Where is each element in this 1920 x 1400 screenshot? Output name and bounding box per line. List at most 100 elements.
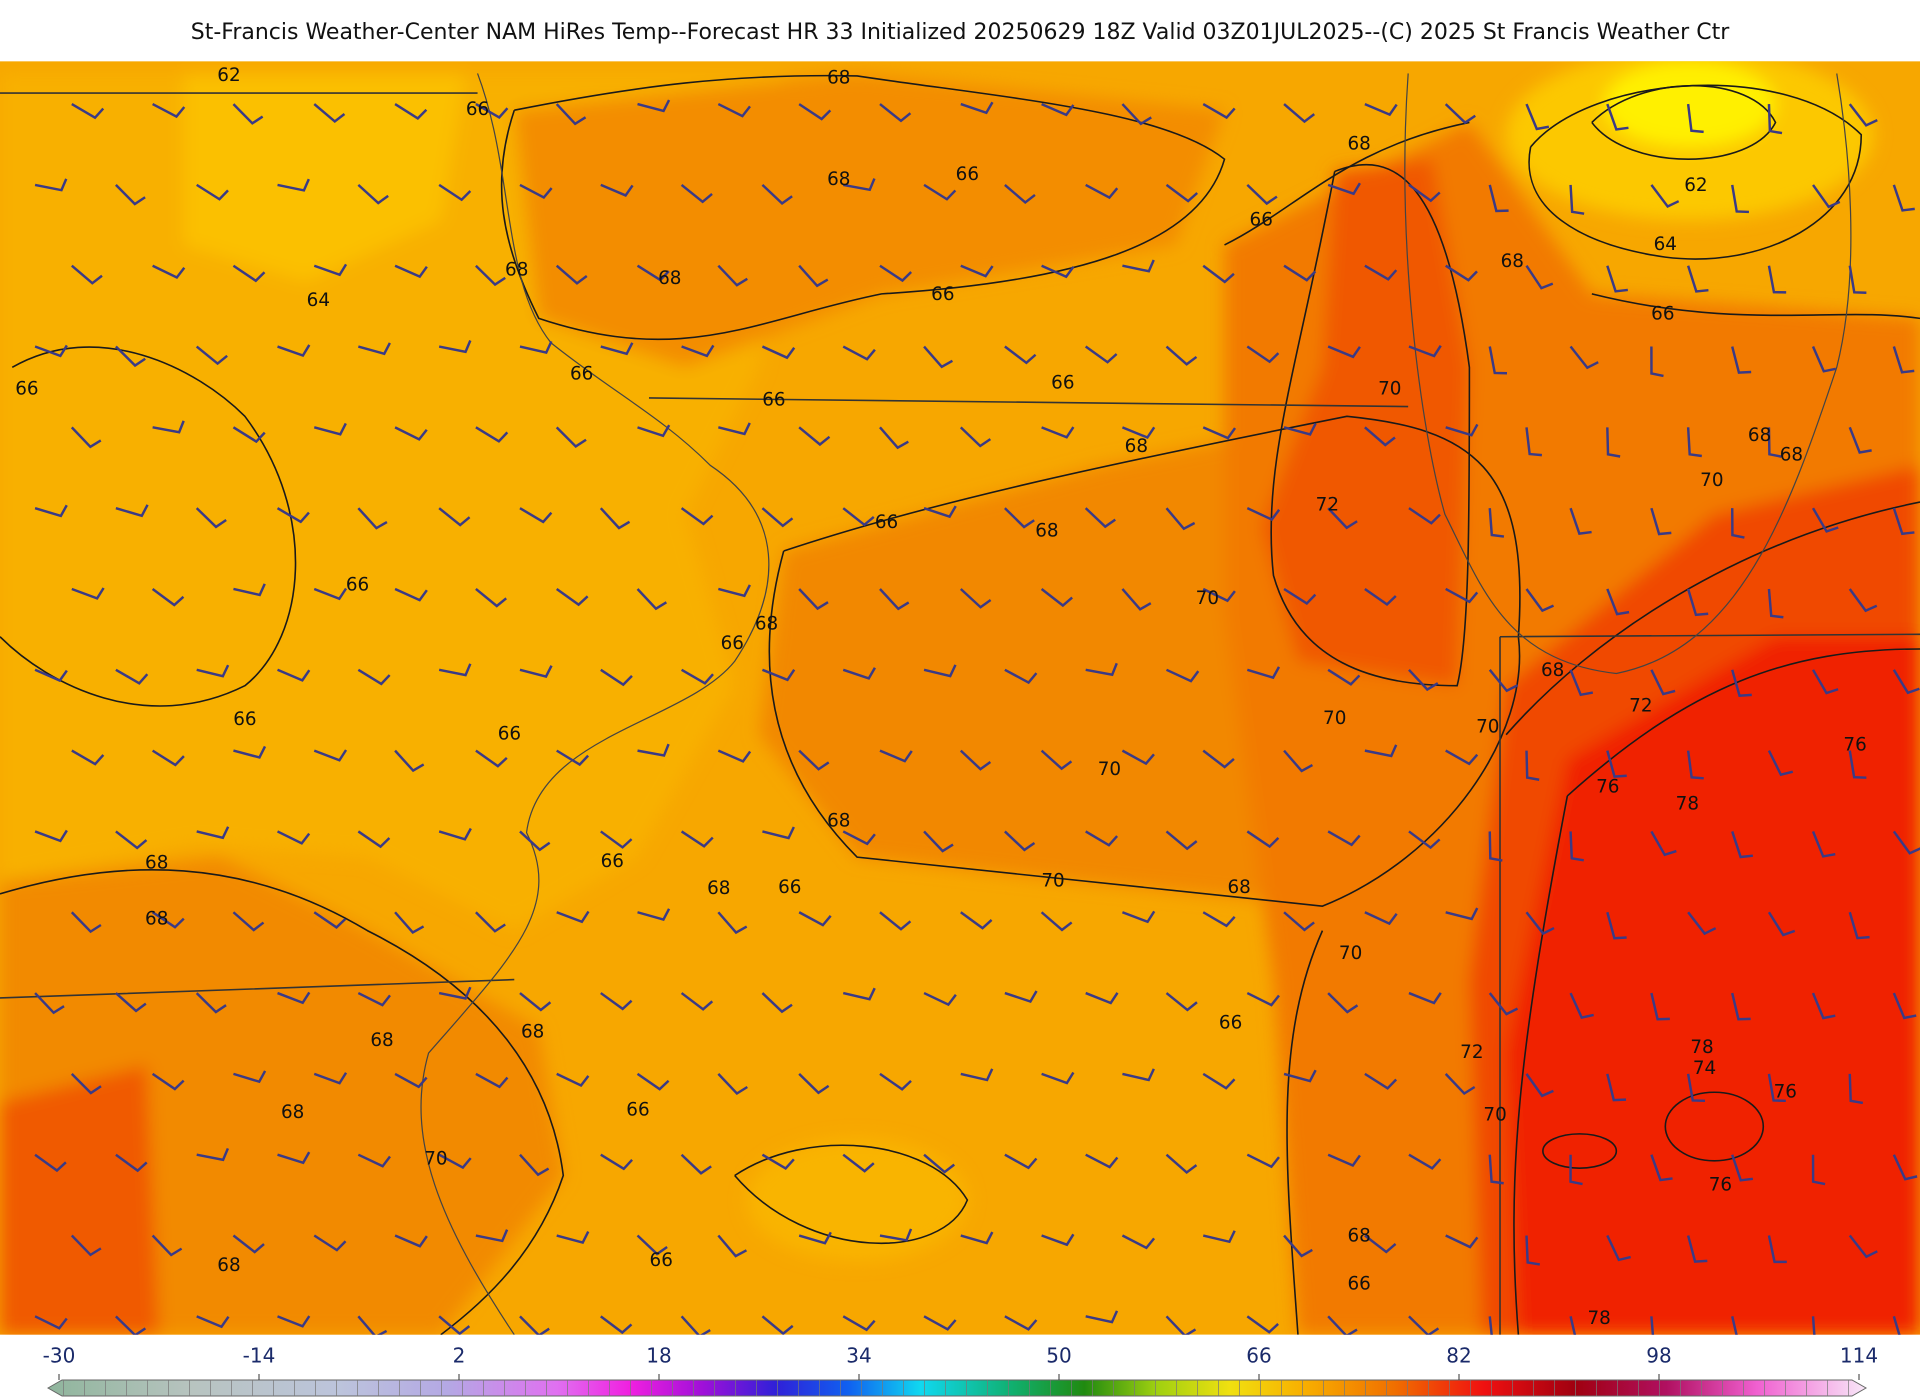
wind-barb xyxy=(1202,749,1235,769)
contour-label: 70 xyxy=(1098,759,1121,780)
contour-label: 68 xyxy=(1125,436,1148,457)
wind-barb xyxy=(1364,102,1398,117)
wind-barb xyxy=(1283,1234,1313,1258)
wind-barb xyxy=(1767,104,1783,135)
contour-label: 76 xyxy=(1596,776,1619,797)
wind-barb xyxy=(1165,668,1200,683)
contour-label: 72 xyxy=(1460,1042,1483,1063)
colorbar-tick-label: 114 xyxy=(1840,1344,1878,1368)
wind-barb xyxy=(600,830,633,849)
wind-barb xyxy=(1525,588,1555,613)
river xyxy=(1404,73,1852,675)
wind-barb xyxy=(1811,992,1836,1020)
wind-barb xyxy=(1606,911,1627,940)
wind-barb xyxy=(1202,426,1237,440)
wind-barb xyxy=(1121,588,1152,611)
wind-barb xyxy=(357,1315,388,1335)
wind-barb xyxy=(1650,1316,1655,1335)
contour-line xyxy=(1270,163,1471,687)
wind-barb xyxy=(761,1153,795,1170)
wind-barb xyxy=(1246,507,1281,522)
wind-barb xyxy=(1488,1154,1504,1185)
wind-barb xyxy=(636,264,670,282)
contour-label: 68 xyxy=(1348,1226,1371,1247)
wind-barb xyxy=(232,1234,265,1254)
wind-barb xyxy=(637,424,671,438)
wind-barb xyxy=(1041,1071,1075,1085)
wind-barb xyxy=(1525,265,1554,290)
contour-label: 66 xyxy=(570,364,593,385)
contour-label: 66 xyxy=(875,512,898,533)
wind-barb xyxy=(71,264,103,285)
wind-barb xyxy=(1731,184,1750,214)
wind-barb xyxy=(681,344,715,358)
wind-barb xyxy=(1004,830,1036,852)
wind-barb xyxy=(519,992,552,1012)
wind-barb xyxy=(196,1315,230,1329)
wind-barb xyxy=(923,505,957,519)
wind-barb xyxy=(1686,427,1702,458)
wind-barb xyxy=(196,183,229,201)
wind-barb xyxy=(1084,345,1118,364)
contour-label: 66 xyxy=(1051,372,1074,393)
wind-barb xyxy=(637,908,671,922)
wind-barb xyxy=(1408,1315,1440,1335)
wind-barb xyxy=(195,992,227,1014)
wind-barb xyxy=(879,426,909,450)
wind-barb xyxy=(519,665,553,678)
wind-barb xyxy=(1811,830,1836,858)
wind-barb xyxy=(475,588,507,608)
wind-barb xyxy=(1767,750,1794,777)
wind-barb xyxy=(959,426,992,448)
wind-barb xyxy=(70,1073,102,1095)
wind-barb xyxy=(1848,1234,1878,1259)
wind-barb xyxy=(1040,749,1073,771)
wind-barb xyxy=(1731,1154,1754,1182)
wind-barb xyxy=(1606,427,1621,458)
wind-barb xyxy=(1650,1154,1673,1182)
wind-barb xyxy=(519,830,551,852)
wind-barb xyxy=(960,264,994,278)
wind-barb xyxy=(717,102,751,118)
wind-barb xyxy=(842,1315,876,1332)
contour-label: 68 xyxy=(1348,133,1371,154)
wind-barb xyxy=(195,345,228,366)
wind-barb xyxy=(1731,669,1752,698)
colorbar-tick-label: 66 xyxy=(1246,1344,1271,1368)
wind-barb xyxy=(1165,345,1198,366)
wind-barb xyxy=(717,1073,748,1096)
contour-label: 70 xyxy=(424,1149,447,1170)
wind-barb xyxy=(923,1153,956,1174)
wind-barb xyxy=(1488,669,1519,693)
wind-barb xyxy=(1246,991,1280,1007)
contour-label: 76 xyxy=(1709,1174,1732,1195)
wind-barb xyxy=(151,1234,183,1257)
wind-barb xyxy=(761,1315,794,1335)
wind-barb xyxy=(1444,1073,1476,1096)
wind-barb xyxy=(1811,669,1839,695)
contour-label: 62 xyxy=(1684,175,1707,196)
wind-barb xyxy=(1892,507,1915,536)
contour-label: 68 xyxy=(827,67,850,88)
wind-barb xyxy=(879,588,910,611)
wind-barb xyxy=(1364,1234,1397,1254)
wind-barb xyxy=(196,826,230,840)
contour-label: 78 xyxy=(1588,1308,1611,1329)
wind-barb xyxy=(475,103,509,119)
wind-barb xyxy=(277,991,311,1005)
wind-barb xyxy=(475,1229,509,1243)
wind-barbs xyxy=(34,99,1920,1335)
wind-barb xyxy=(842,830,876,846)
wind-barb xyxy=(1767,1235,1787,1264)
contour-label: 66 xyxy=(1250,209,1273,230)
contour-line xyxy=(734,1144,969,1245)
contour-labels: 62 66 68 68 66 68 66 68 68 66 64 68 62 64 66 66 66 66 66 70… xyxy=(15,65,1867,1329)
wind-barb xyxy=(1122,1068,1155,1082)
wind-barb xyxy=(959,749,992,771)
wind-barb xyxy=(519,183,553,200)
wind-barb xyxy=(1327,668,1361,686)
wind-barb xyxy=(1004,668,1038,685)
wind-barb xyxy=(438,1315,471,1335)
wind-barb xyxy=(1121,426,1156,440)
wind-barb xyxy=(1283,749,1314,773)
